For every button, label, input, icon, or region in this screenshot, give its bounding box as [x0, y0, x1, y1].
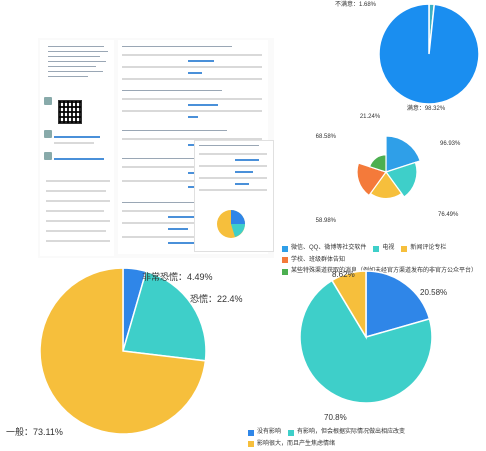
- legend-item[interactable]: 新闻评论专栏: [401, 244, 446, 253]
- chart-b-slice-4: [368, 154, 387, 173]
- legend-swatch: [248, 429, 254, 436]
- chart-b-data-label-3: 68.58%: [316, 134, 337, 140]
- legend-item[interactable]: 有影响，但会根据实际情况做出相应改变: [288, 428, 405, 437]
- legend-label: 有影响，但会根据实际情况做出相应改变: [297, 429, 406, 435]
- legend-swatch: [282, 245, 288, 252]
- chart-b-data-label-1: 76.49%: [438, 212, 459, 218]
- chart-a-panel: 不满意：1.68% 满意：98.32%: [335, 0, 486, 112]
- legend-swatch: [248, 441, 254, 447]
- chart-d-svg: 20.58% 70.8% 8.62%: [299, 270, 447, 422]
- chart-c-panel: 非常恐慌：4.49% 恐慌：22.4% 一般：73.11%: [0, 262, 260, 445]
- chart-d-data-label-0: 20.58%: [420, 288, 447, 297]
- chart-b-slice-3: [356, 162, 387, 197]
- chart-b-svg: 96.93% 76.49% 58.98% 68.58% 21.24%: [316, 114, 461, 224]
- chart-d-slice-0: [365, 270, 431, 338]
- chart-b-slice-0: [385, 135, 421, 173]
- legend-label: 学校、班级群体告知: [291, 256, 346, 263]
- chat-column: [40, 40, 114, 256]
- legend-label: 没有影响: [257, 429, 282, 435]
- report-thumbnail: [38, 38, 274, 258]
- legend-item[interactable]: 没有影响: [248, 428, 281, 437]
- legend-swatch: [288, 429, 295, 436]
- chart-c-slice-1: [122, 270, 207, 362]
- legend-swatch: [282, 268, 288, 275]
- chart-b-data-label-4: 21.24%: [360, 114, 381, 120]
- chart-c-svg: 非常恐慌：4.49% 恐慌：22.4% 一般：73.11%: [6, 267, 243, 437]
- qr-code-image: [58, 100, 82, 124]
- chart-a-data-label-0: 不满意：1.68%: [335, 0, 377, 8]
- chart-d-slice-1: [299, 279, 433, 404]
- avatar: [44, 97, 52, 105]
- chart-c-data-label-0: 非常恐慌：4.49%: [142, 271, 213, 282]
- legend-label: 某些特殊渠道获取的消息（例如未经官方渠道发布的非官方公众平台）: [291, 268, 478, 274]
- legend-swatch: [373, 245, 380, 252]
- chart-b-slice-1: [385, 161, 418, 198]
- chart-c-data-label-1: 恐慌：22.4%: [190, 293, 243, 304]
- chart-d-legend: 没有影响 有影响，但会根据实际情况做出相应改变影响很大，而且产生焦虑情绪: [248, 428, 486, 451]
- legend-item[interactable]: 影响很大，而且产生焦虑情绪: [248, 440, 335, 449]
- mini-pie-thumbnail: [217, 210, 245, 238]
- chart-a-data-label-1: 满意：98.32%: [407, 104, 446, 112]
- legend-label: 新闻评论专栏: [410, 245, 447, 251]
- chart-c-data-label-2: 一般：73.11%: [6, 426, 63, 437]
- chart-d-data-label-2: 8.62%: [332, 270, 355, 279]
- chart-d-panel: 20.58% 70.8% 8.62% 没有影响 有影响，但会根据实际情况做出相应改变影…: [248, 262, 486, 447]
- embedded-table-card: [194, 140, 274, 252]
- chart-b-legend: 微信、QQ、微博等社交软件 电视 新闻评论专栏学校、班级群体告知某些特殊渠道获取的消…: [282, 244, 486, 279]
- legend-label: 电视: [382, 245, 395, 251]
- legend-label: 微信、QQ、微博等社交软件: [291, 245, 367, 251]
- legend-label: 影响很大，而且产生焦虑情绪: [257, 440, 336, 447]
- chart-b-data-label-2: 58.98%: [316, 218, 337, 224]
- legend-item[interactable]: 某些特殊渠道获取的消息（例如未经官方渠道发布的非官方公众平台）: [282, 267, 477, 276]
- legend-swatch: [401, 245, 408, 252]
- chart-c-slice-2: [39, 267, 207, 435]
- legend-item[interactable]: 学校、班级群体告知: [282, 256, 345, 265]
- legend-item[interactable]: 微信、QQ、微博等社交软件: [282, 244, 366, 253]
- chart-b-data-label-0: 96.93%: [440, 141, 461, 147]
- chart-b-panel: 96.93% 76.49% 58.98% 68.58% 21.24% 微信、QQ、微博等…: [276, 112, 486, 275]
- chart-d-slice-2: [330, 270, 367, 340]
- chart-a-svg: 不满意：1.68% 满意：98.32%: [335, 0, 480, 112]
- legend-swatch: [282, 257, 288, 263]
- chart-a-slice-1: [378, 3, 480, 105]
- chart-d-data-label-1: 70.8%: [324, 413, 347, 422]
- legend-item[interactable]: 电视: [373, 244, 394, 253]
